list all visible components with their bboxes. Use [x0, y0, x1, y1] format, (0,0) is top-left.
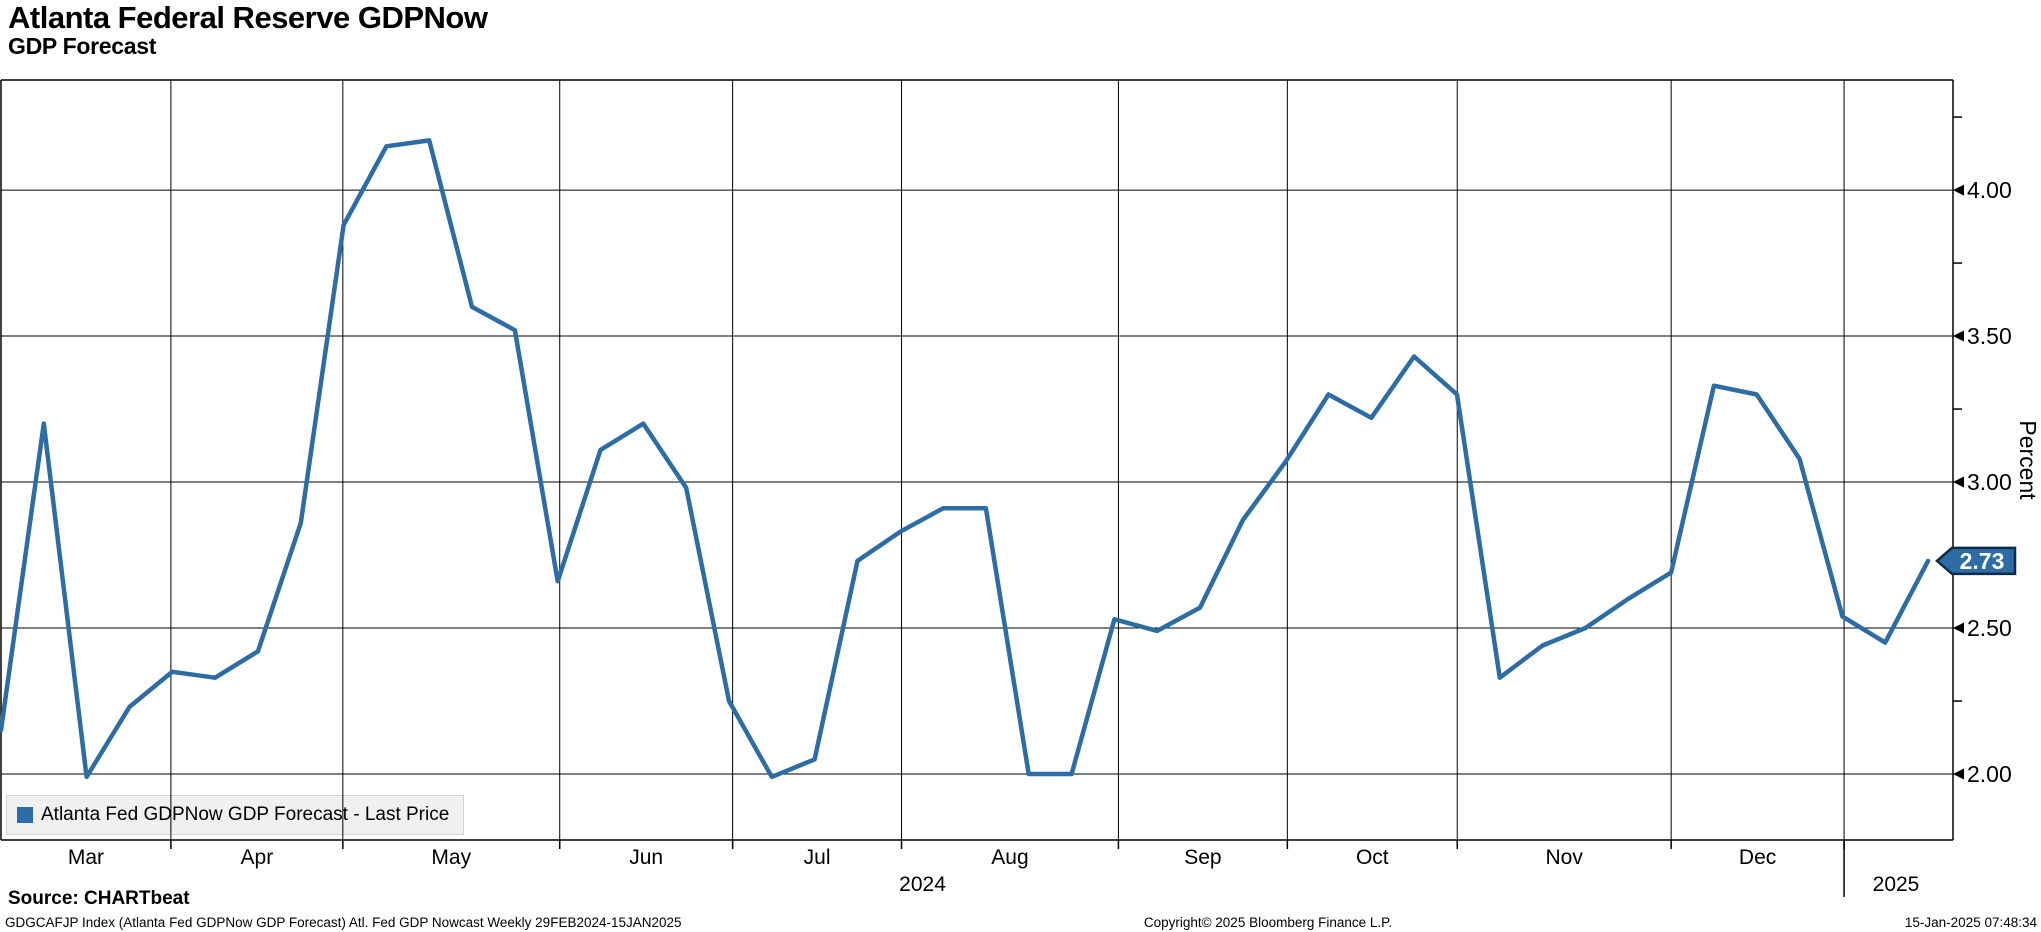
x-axis-year-label: 2025: [1873, 873, 1920, 896]
y-major-tick-arrow: [1953, 476, 1964, 488]
y-axis-tick-label: 2.00: [1967, 761, 2012, 787]
y-major-tick-arrow: [1953, 184, 1964, 196]
x-axis-month-label: Dec: [1739, 846, 1776, 869]
y-axis-tick-label: 3.00: [1967, 469, 2012, 495]
legend-marker-icon: [17, 807, 33, 823]
y-major-tick-arrow: [1953, 330, 1964, 342]
y-major-tick-arrow: [1953, 622, 1964, 634]
x-axis-month-label: Jun: [629, 846, 663, 869]
y-major-tick-arrow: [1953, 768, 1964, 780]
gdp-forecast-line: [0, 138, 1931, 780]
footer-copyright: Copyright© 2025 Bloomberg Finance L.P.: [1143, 915, 1393, 930]
legend: Atlanta Fed GDPNow GDP Forecast - Last P…: [6, 795, 465, 835]
last-price-value: 2.73: [1960, 548, 2005, 574]
x-axis-year-label: 2024: [899, 873, 946, 896]
x-axis-month-label: Oct: [1356, 846, 1389, 869]
footer-timestamp: 15-Jan-2025 07:48:34: [1904, 915, 2037, 930]
x-axis-month-label: May: [431, 846, 471, 869]
x-axis-month-label: Aug: [991, 846, 1028, 869]
x-axis-month-label: Sep: [1184, 846, 1221, 869]
x-axis-month-label: Nov: [1546, 846, 1584, 869]
page-title: Atlanta Federal Reserve GDPNow: [8, 0, 488, 35]
y-axis-title: Percent: [2015, 420, 2041, 500]
x-axis-month-label: Jul: [804, 846, 831, 869]
source-label: Source: CHARTbeat: [8, 888, 190, 909]
x-axis-month-label: Mar: [68, 846, 104, 869]
y-axis-tick-label: 4.00: [1967, 177, 2012, 203]
x-axis-month-label: Apr: [241, 846, 274, 869]
y-axis-tick-label: 3.50: [1967, 323, 2012, 349]
y-axis-tick-label: 2.50: [1967, 615, 2012, 641]
footer-ticker-description: GDGCAFJP Index (Atlanta Fed GDPNow GDP F…: [5, 915, 682, 930]
page-subtitle: GDP Forecast: [8, 33, 157, 59]
legend-label: Atlanta Fed GDPNow GDP Forecast - Last P…: [41, 804, 450, 825]
footer-bar: GDGCAFJP Index (Atlanta Fed GDPNow GDP F…: [0, 913, 2041, 932]
last-price-badge: [1935, 546, 2017, 576]
